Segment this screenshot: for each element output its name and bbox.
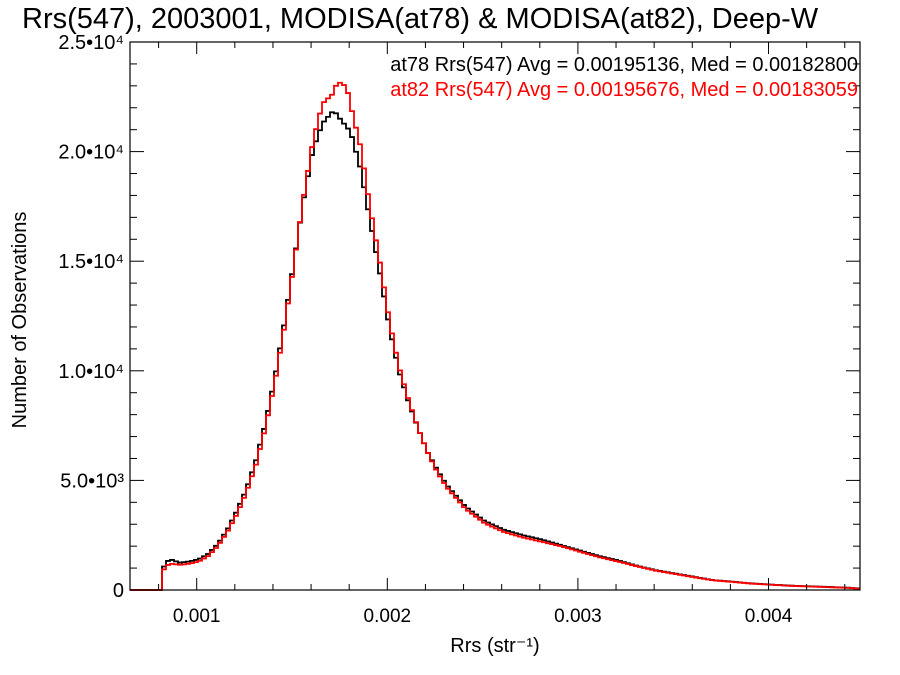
legend-entry-at78: at78 Rrs(547) Avg = 0.00195136, Med = 0.… [390, 54, 858, 76]
y-tick-label: 0 [113, 580, 124, 602]
x-tick-label: 0.003 [554, 606, 602, 627]
y-tick-label: 1.0•10⁴ [58, 361, 124, 383]
axis-ticks: 0.001 0.002 0.003 0.004 0 5.0•10³ 1.0•10⁴ 1.5•1… [58, 32, 860, 627]
y-tick-label: 2.0•10⁴ [58, 142, 124, 164]
y-axis-label: Number of Observations [9, 212, 31, 429]
y-tick-label: 1.5•10⁴ [58, 251, 124, 273]
chart-title: Rrs(547), 2003001, MODISA(at78) & MODISA… [22, 3, 819, 35]
y-tick-label: 2.5•10⁴ [58, 32, 124, 54]
series-at78-line [130, 111, 860, 591]
series-at82-line [130, 81, 860, 591]
y-tick-label: 5.0•10³ [60, 470, 124, 492]
x-tick-label: 0.004 [745, 606, 793, 627]
series-layer [130, 81, 860, 591]
x-axis-label: Rrs (str⁻¹) [450, 635, 539, 657]
x-tick-label: 0.001 [173, 606, 221, 627]
legend-entry-at82: at82 Rrs(547) Avg = 0.00195676, Med = 0.… [390, 79, 858, 101]
x-tick-label: 0.002 [364, 606, 412, 627]
plot-frame [129, 41, 861, 591]
